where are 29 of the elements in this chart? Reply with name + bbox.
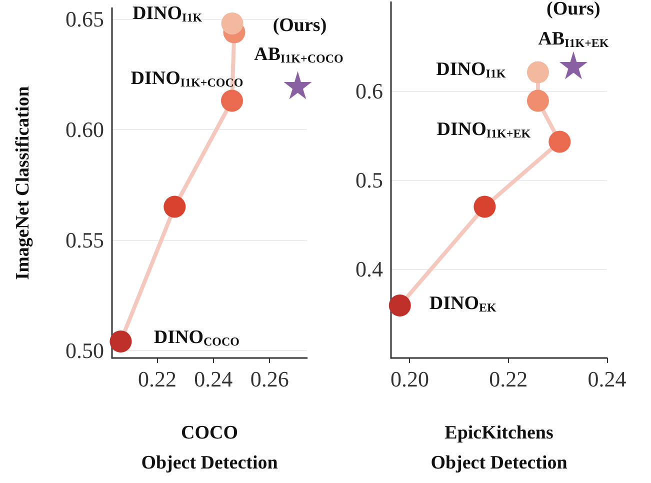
x-axis-title: EpicKitchens Object Detection [430, 422, 568, 474]
point [526, 90, 549, 112]
annotation: (Ours) [546, 0, 600, 20]
x-axis-title: COCO Object Detection [141, 422, 278, 474]
y-tick-label: 0.60 [66, 116, 104, 142]
point [110, 330, 132, 352]
point [548, 130, 571, 153]
point [221, 12, 244, 34]
y-tick-label: 0.55 [66, 227, 104, 252]
x-tick-label: 0.24 [588, 366, 626, 392]
y-tick-label: 0.65 [66, 6, 104, 32]
y-tick-label: 0.5 [356, 168, 383, 192]
point [284, 71, 312, 100]
x-tick-label: 0.22 [138, 366, 176, 392]
y-axis-title: ImageNet Classification [12, 86, 34, 280]
point [559, 51, 588, 80]
x-tick-label: 0.20 [390, 366, 429, 392]
point [221, 90, 243, 112]
x-tick-label: 0.24 [194, 366, 233, 392]
point [388, 294, 411, 316]
y-tick-label: 0.50 [66, 338, 104, 363]
point [474, 196, 496, 218]
x-tick-label: 0.22 [489, 366, 528, 392]
point [164, 196, 186, 218]
y-tick-label: 0.4 [356, 256, 383, 282]
point [526, 61, 549, 84]
annotation: (Ours) [272, 14, 327, 36]
x-tick-label: 0.26 [250, 366, 289, 392]
y-tick-label: 0.6 [356, 78, 383, 104]
